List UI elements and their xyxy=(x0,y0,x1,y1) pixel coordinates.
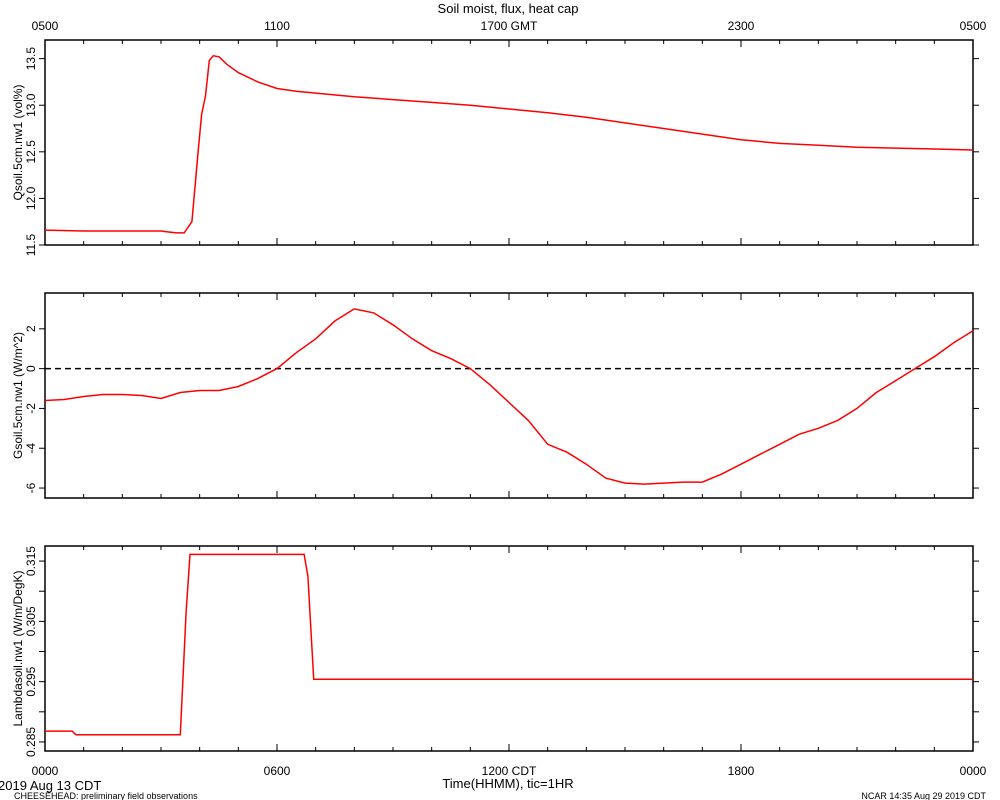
chart-title: Soil moist, flux, heat cap xyxy=(438,1,579,16)
series-line xyxy=(44,54,974,234)
panel-soil-moisture: 11.5 12.0 12.5 13.0 13.5 Qsoil.5cm.nw1 (vol%) xyxy=(11,39,979,256)
panel-frame xyxy=(44,39,974,246)
bottom-tick-label: 0000 xyxy=(32,764,59,778)
y-axis-label: Gsoil.5cm.nw1 (W/m^2) xyxy=(11,332,25,459)
top-axis-ticks: 0500 1100 1700 GMT 2300 0500 xyxy=(32,19,987,33)
y-axis-label: Lambdasoil.nw1 (W/m/DegK) xyxy=(11,570,25,726)
y-tick-label: 12.5 xyxy=(24,140,38,164)
top-tick-label: 2300 xyxy=(728,19,755,33)
y-tick-label: -6 xyxy=(24,482,38,493)
panel-frame xyxy=(44,292,974,499)
bottom-tick-label: 1200 CDT xyxy=(482,764,537,778)
y-axis-label: Qsoil.5cm.nw1 (vol%) xyxy=(11,84,25,200)
y-tick-label: -4 xyxy=(24,443,38,454)
top-tick-label: 1700 GMT xyxy=(481,19,538,33)
bottom-tick-label: 0600 xyxy=(264,764,291,778)
y-tick-label: 0.295 xyxy=(24,666,38,696)
y-tick-label: -2 xyxy=(24,403,38,414)
top-tick-label: 0500 xyxy=(32,19,59,33)
y-tick-label: 11.5 xyxy=(24,233,38,256)
y-tick-label: 13.5 xyxy=(24,47,38,71)
bottom-tick-label: 1800 xyxy=(728,764,755,778)
y-tick-label: 13.0 xyxy=(24,93,38,117)
y-tick-label: 2 xyxy=(24,325,38,332)
x-axis-label: Time(HHMM), tic=1HR xyxy=(442,776,573,791)
series-line xyxy=(45,553,973,736)
footer-right: NCAR 14:35 Aug 29 2019 CDT xyxy=(861,791,986,800)
date-label: 2019 Aug 13 CDT xyxy=(0,778,101,793)
y-tick-label: 0 xyxy=(24,365,38,372)
bottom-axis-ticks: 0000 0600 1200 CDT 1800 0000 xyxy=(32,764,987,778)
top-tick-label: 1100 xyxy=(264,19,290,33)
y-tick-label: 12.0 xyxy=(24,186,38,210)
series-line xyxy=(44,308,974,485)
y-tick-label: 0.315 xyxy=(24,546,38,576)
bottom-tick-label: 0000 xyxy=(960,764,987,778)
footer-left: CHEESEHEAD: preliminary field observatio… xyxy=(14,791,198,800)
y-tick-label: 0.285 xyxy=(24,727,38,757)
y-tick-label: 0.305 xyxy=(24,606,38,636)
top-tick-label: 0500 xyxy=(960,19,987,33)
